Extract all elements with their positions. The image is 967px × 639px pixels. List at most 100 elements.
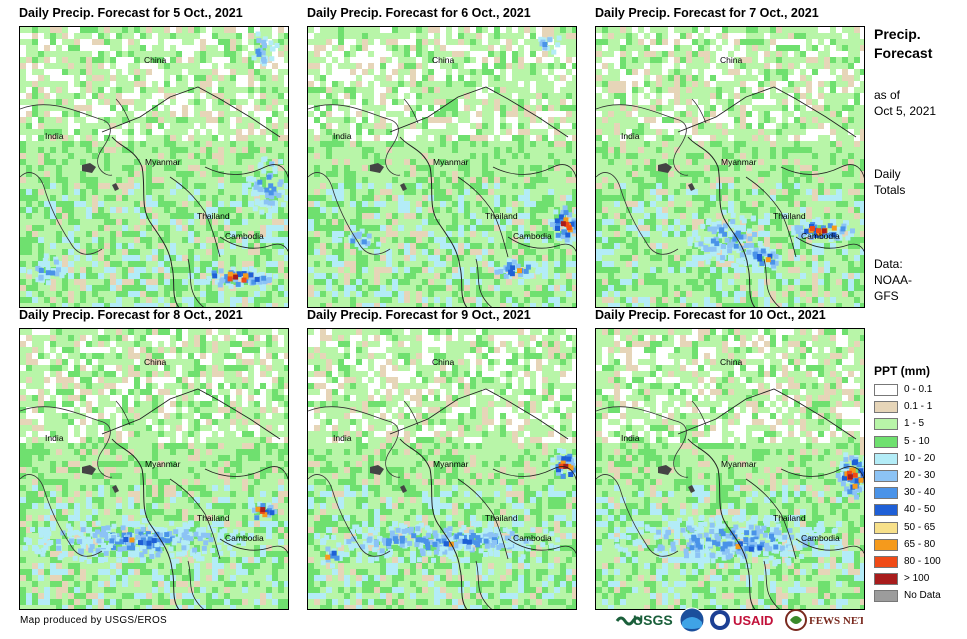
noaa-logo-icon (679, 607, 705, 633)
usgs-logo-icon: USGS (615, 612, 673, 628)
place-label-myanmar: Myanmar (433, 157, 469, 167)
precip-map: China India Myanmar Thailand Cambodia (595, 328, 865, 610)
logo-strip: USGS USAID FEWS NET (615, 607, 866, 633)
legend-swatch (874, 573, 898, 586)
legend-swatch (874, 401, 898, 414)
place-label-thailand: Thailand (197, 513, 230, 523)
fewsnet-logo-icon: FEWS NET (785, 609, 866, 631)
legend-swatch (874, 470, 898, 482)
place-label-myanmar: Myanmar (721, 157, 757, 167)
place-label-cambodia: Cambodia (513, 231, 552, 241)
place-label-cambodia: Cambodia (225, 533, 264, 543)
forecast-panel: Daily Precip. Forecast for 6 Oct., 2021 C… (307, 6, 577, 308)
legend-label: 0 - 0.1 (904, 384, 933, 395)
place-label-india: India (333, 131, 352, 141)
place-label-china: China (432, 55, 455, 65)
precip-raster (20, 27, 288, 307)
forecast-panel: Daily Precip. Forecast for 5 Oct., 2021 C… (19, 6, 289, 308)
legend-swatch (874, 504, 898, 517)
place-label-thailand: Thailand (197, 211, 230, 221)
precip-raster (308, 27, 576, 307)
place-label-india: India (621, 433, 640, 443)
legend-swatch (874, 452, 898, 465)
as-of-line1: as of (874, 88, 901, 102)
legend-swatch (874, 556, 898, 568)
place-label-india: India (621, 131, 640, 141)
data-source-line1: Data: (874, 257, 903, 271)
panel-title: Daily Precip. Forecast for 5 Oct., 2021 (19, 6, 243, 20)
place-label-china: China (720, 55, 743, 65)
precip-map: China India Myanmar Thailand Cambodia (307, 328, 577, 610)
usgs-logo: USGS (615, 607, 677, 633)
precip-raster (596, 329, 864, 609)
legend-title: PPT (mm) (874, 364, 931, 378)
side-title-line2: Forecast (874, 45, 933, 61)
place-label-india: India (333, 433, 352, 443)
side-title: Precip. Forecast (874, 25, 932, 63)
place-label-china: China (432, 357, 455, 367)
place-label-cambodia: Cambodia (225, 231, 264, 241)
totals-line1: Daily (874, 167, 901, 181)
forecast-panel: Daily Precip. Forecast for 8 Oct., 2021 C… (19, 308, 289, 610)
legend-swatch (874, 538, 898, 551)
usaid-logo-icon: USAID (710, 610, 773, 630)
place-label-myanmar: Myanmar (433, 459, 469, 469)
data-source-text: Data: NOAA- GFS (874, 256, 912, 304)
place-label-china: China (720, 357, 743, 367)
noaa-logo (679, 607, 705, 633)
panel-title: Daily Precip. Forecast for 6 Oct., 2021 (307, 6, 531, 20)
legend-label: 80 - 100 (904, 556, 941, 567)
legend-label: 65 - 80 (904, 538, 936, 550)
precip-map: China India Myanmar Thailand Cambodia (307, 26, 577, 308)
legend-label: 0.1 - 1 (904, 401, 933, 413)
panel-title: Daily Precip. Forecast for 9 Oct., 2021 (307, 308, 531, 322)
place-label-china: China (144, 357, 167, 367)
totals-text: Daily Totals (874, 166, 905, 198)
legend-label: 40 - 50 (904, 504, 936, 516)
place-label-thailand: Thailand (773, 513, 806, 523)
legend-label: 1 - 5 (904, 418, 925, 430)
legend-label: No Data (904, 590, 941, 602)
precip-raster (308, 329, 576, 609)
panel-title: Daily Precip. Forecast for 10 Oct., 2021 (595, 308, 826, 322)
panel-title: Daily Precip. Forecast for 7 Oct., 2021 (595, 6, 819, 20)
place-label-myanmar: Myanmar (145, 157, 181, 167)
side-title-line1: Precip. (874, 26, 921, 42)
precip-raster (596, 27, 864, 307)
legend-label: > 100 (904, 573, 930, 585)
place-label-cambodia: Cambodia (513, 533, 552, 543)
usaid-logo: USAID (709, 607, 781, 633)
credit-text: Map produced by USGS/EROS (20, 615, 168, 626)
legend-swatch (874, 590, 898, 603)
totals-line2: Totals (874, 183, 906, 197)
place-label-cambodia: Cambodia (801, 231, 840, 241)
place-label-cambodia: Cambodia (801, 533, 840, 543)
place-label-thailand: Thailand (485, 513, 518, 523)
as-of-date: Oct 5, 2021 (874, 104, 937, 118)
legend-label: 10 - 20 (904, 452, 936, 464)
legend-swatch (874, 384, 898, 396)
legend-label: 5 - 10 (904, 435, 930, 447)
legend-label: 30 - 40 (904, 487, 936, 499)
legend-swatch (874, 418, 898, 431)
precip-map: China India Myanmar Thailand Cambodia (19, 26, 289, 308)
place-label-myanmar: Myanmar (145, 459, 181, 469)
data-source-line3: GFS (874, 289, 899, 303)
forecast-panel: Daily Precip. Forecast for 9 Oct., 2021 C… (307, 308, 577, 610)
fewsnet-logo: FEWS NET (785, 607, 866, 633)
place-label-india: India (45, 131, 64, 141)
place-label-india: India (45, 433, 64, 443)
place-label-thailand: Thailand (773, 211, 806, 221)
precip-map: China India Myanmar Thailand Cambodia (595, 26, 865, 308)
forecast-panel: Daily Precip. Forecast for 10 Oct., 2021… (595, 308, 865, 610)
forecast-panel: Daily Precip. Forecast for 7 Oct., 2021 C… (595, 6, 865, 308)
panel-title: Daily Precip. Forecast for 8 Oct., 2021 (19, 308, 243, 322)
legend-label: 20 - 30 (904, 470, 936, 481)
legend-swatch (874, 487, 898, 500)
place-label-china: China (144, 55, 167, 65)
precip-map: China India Myanmar Thailand Cambodia (19, 328, 289, 610)
data-source-line2: NOAA- (874, 273, 913, 287)
legend-label: 50 - 65 (904, 521, 936, 533)
precip-raster (20, 329, 288, 609)
as-of-text: as of Oct 5, 2021 (874, 87, 936, 119)
